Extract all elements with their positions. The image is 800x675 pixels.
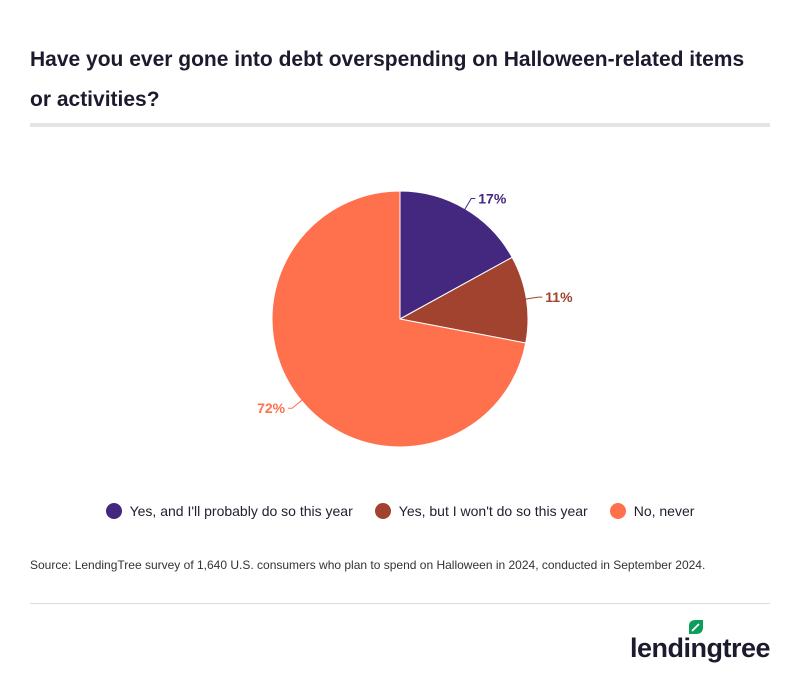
footer-divider	[30, 603, 770, 604]
legend-item-yes-probably: Yes, and I'll probably do so this year	[105, 503, 353, 519]
pie-chart: 17% 11% 72%	[257, 190, 573, 448]
source-note: Source: LendingTree survey of 1,640 U.S.…	[30, 558, 706, 572]
leader-line	[524, 296, 543, 300]
label-yes-wont: 11%	[545, 289, 573, 305]
legend-label: No, never	[633, 503, 695, 519]
logo-wordmark: lendingtree	[629, 633, 771, 663]
leaf-icon	[689, 620, 703, 634]
title-divider	[30, 123, 770, 127]
legend-label: Yes, and I'll probably do so this year	[129, 503, 353, 519]
lendingtree-logo: lendingtree	[629, 618, 771, 663]
legend: Yes, and I'll probably do so this year Y…	[0, 503, 800, 519]
legend-item-yes-wont: Yes, but I won't do so this year	[374, 503, 588, 519]
chart-title: Have you ever gone into debt overspendin…	[30, 48, 745, 111]
legend-swatch	[374, 503, 391, 519]
legend-label: Yes, but I won't do so this year	[398, 503, 588, 519]
label-no-never: 72%	[257, 400, 286, 416]
legend-swatch	[609, 503, 626, 519]
legend-swatch	[105, 503, 122, 519]
leader-line	[288, 398, 304, 409]
legend-item-no-never: No, never	[609, 503, 695, 519]
leader-line	[463, 197, 476, 211]
label-yes-probably: 17%	[478, 190, 507, 206]
